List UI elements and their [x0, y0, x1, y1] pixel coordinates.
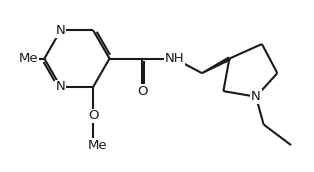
Text: NH: NH — [165, 52, 184, 65]
Text: O: O — [88, 109, 99, 122]
Text: N: N — [251, 90, 261, 103]
Text: Me: Me — [88, 139, 107, 152]
Text: N: N — [56, 24, 66, 37]
Text: N: N — [56, 80, 66, 93]
Text: O: O — [137, 85, 147, 98]
Polygon shape — [202, 57, 230, 74]
Text: Me: Me — [18, 52, 38, 65]
